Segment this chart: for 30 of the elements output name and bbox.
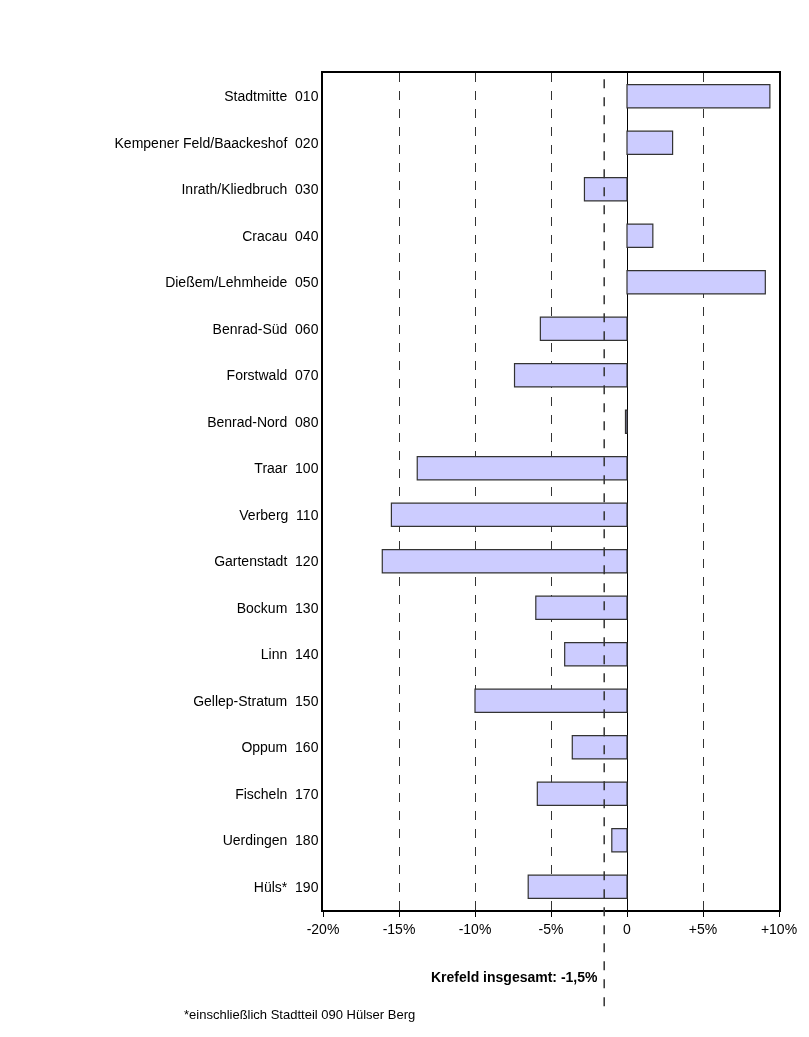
y-tick-label: Forstwald 070 <box>226 367 319 384</box>
text: *einschließlich Stadtteil 090 Hülser Berg <box>184 1007 416 1022</box>
y-tick-label: Verberg 110 <box>239 506 319 523</box>
y-tick-label: Benrad-Nord 080 <box>207 413 319 430</box>
y-tick-label: Gartenstadt 120 <box>214 553 319 570</box>
ref-line-label: Krefeld insgesamt: -1,5% <box>431 969 599 985</box>
x-tick-label: -15% <box>382 920 416 937</box>
x-tick-label: +5% <box>688 920 718 937</box>
y-tick-label: Gellep-Stratum 150 <box>193 692 319 709</box>
y-tick-label: Uerdingen 180 <box>222 832 319 849</box>
x-tick-label: -20% <box>306 920 340 937</box>
y-tick-label: Traar 100 <box>254 460 319 477</box>
y-tick-label: Dießem/Lehmheide 050 <box>165 274 319 291</box>
y-tick-label: Bockum 130 <box>236 599 319 616</box>
x-tick-label: -10% <box>458 920 492 937</box>
y-tick-label: Fischeln 170 <box>235 785 319 802</box>
bar <box>626 223 654 248</box>
x-tick-label: -5% <box>538 920 564 937</box>
bar <box>626 130 674 155</box>
y-tick-label: Benrad-Süd 060 <box>212 320 319 337</box>
x-tick-label: +10% <box>760 920 798 937</box>
y-tick-label: Hüls* 190 <box>253 878 319 895</box>
y-tick-label: Linn 140 <box>260 646 319 663</box>
y-tick-label: Stadtmitte 010 <box>224 88 319 105</box>
y-tick-label: Cracau 040 <box>242 227 319 244</box>
bar <box>611 828 628 853</box>
y-tick-label: Inrath/Kliedbruch 030 <box>181 181 319 198</box>
x-tick-label: 0 <box>623 920 632 937</box>
y-tick-label: Kempener Feld/Baackeshof 020 <box>114 134 319 151</box>
y-tick-label: Oppum 160 <box>241 739 319 756</box>
